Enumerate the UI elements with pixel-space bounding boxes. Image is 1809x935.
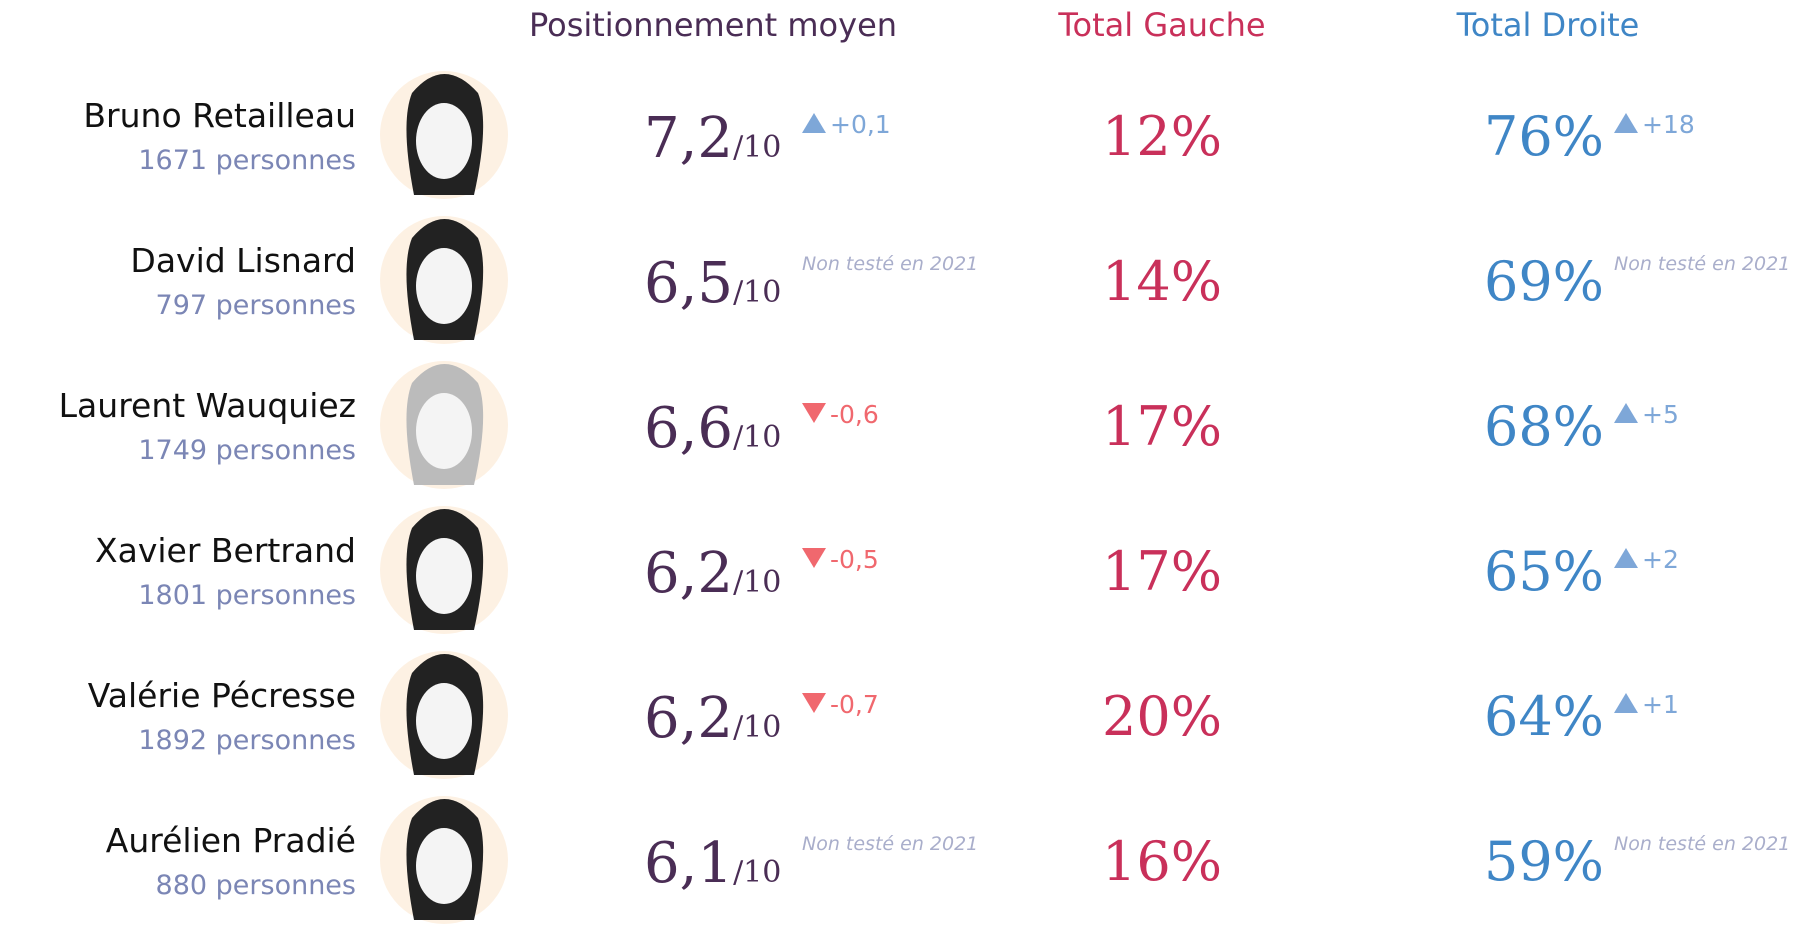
score-value: 6,2 (644, 686, 733, 751)
droite: 64% (1484, 685, 1604, 748)
score-unit: /10 (733, 710, 781, 745)
gauche: 14% (1102, 250, 1222, 313)
face (416, 538, 472, 614)
not-tested: Non testé en 2021 (1614, 833, 1790, 855)
score-unit: /10 (733, 855, 781, 890)
count: 880 personnes (156, 870, 356, 901)
change: -0,7 (830, 690, 879, 719)
face (416, 248, 472, 324)
droite: 65% (1484, 540, 1604, 603)
arrow-up (1614, 548, 1638, 568)
not-tested: Non testé en 2021 (802, 253, 978, 275)
name: Xavier Bertrand (95, 531, 356, 570)
arrow-up (1614, 403, 1638, 423)
count: 1892 personnes (138, 725, 356, 756)
header: Total Droite (1456, 6, 1640, 44)
arrow-down (802, 548, 826, 568)
droite: 76% (1484, 105, 1604, 168)
header: Total Gauche (1057, 6, 1265, 44)
score: 6,2/10 (644, 686, 781, 751)
gauche: 16% (1102, 830, 1222, 893)
score-unit: /10 (733, 130, 781, 165)
face (416, 103, 472, 179)
score: 6,6/10 (644, 396, 781, 461)
count: 1749 personnes (138, 435, 356, 466)
score-value: 6,2 (644, 541, 733, 606)
score: 6,5/10 (644, 251, 781, 316)
score-value: 7,2 (644, 106, 733, 171)
score-unit: /10 (733, 565, 781, 600)
face (416, 393, 472, 469)
count: 1671 personnes (138, 145, 356, 176)
score-value: 6,1 (644, 831, 733, 896)
change: +1 (1642, 690, 1679, 719)
gauche: 20% (1102, 685, 1222, 748)
count: 797 personnes (156, 290, 356, 321)
score: 7,2/10 (644, 106, 781, 171)
arrow-down (802, 693, 826, 713)
name: Laurent Wauquiez (59, 386, 356, 425)
ranking: Positionnement moyen Total Gauche Total … (0, 0, 1809, 935)
score-unit: /10 (733, 420, 781, 455)
name: David Lisnard (130, 241, 356, 280)
not-tested: Non testé en 2021 (1614, 253, 1790, 275)
name: Aurélien Pradié (106, 821, 356, 860)
header: Positionnement moyen (529, 6, 897, 44)
gauche: 17% (1102, 395, 1222, 458)
change: +2 (1642, 545, 1679, 574)
change: -0,6 (830, 400, 879, 429)
change: -0,5 (830, 545, 879, 574)
score-unit: /10 (733, 275, 781, 310)
change: +18 (1642, 110, 1695, 139)
score: 6,1/10 (644, 831, 781, 896)
arrow-up (802, 113, 826, 133)
score-value: 6,6 (644, 396, 733, 461)
score: 6,2/10 (644, 541, 781, 606)
droite: 69% (1484, 250, 1604, 313)
face (416, 683, 472, 759)
change: +0,1 (830, 110, 891, 139)
name: Valérie Pécresse (88, 676, 356, 715)
face (416, 828, 472, 904)
droite: 59% (1484, 830, 1604, 893)
not-tested: Non testé en 2021 (802, 833, 978, 855)
score-value: 6,5 (644, 251, 733, 316)
arrow-down (802, 403, 826, 423)
arrow-up (1614, 693, 1638, 713)
arrow-up (1614, 113, 1638, 133)
change: +5 (1642, 400, 1679, 429)
name: Bruno Retailleau (83, 96, 356, 135)
count: 1801 personnes (138, 580, 356, 611)
gauche: 17% (1102, 540, 1222, 603)
droite: 68% (1484, 395, 1604, 458)
gauche: 12% (1102, 105, 1222, 168)
